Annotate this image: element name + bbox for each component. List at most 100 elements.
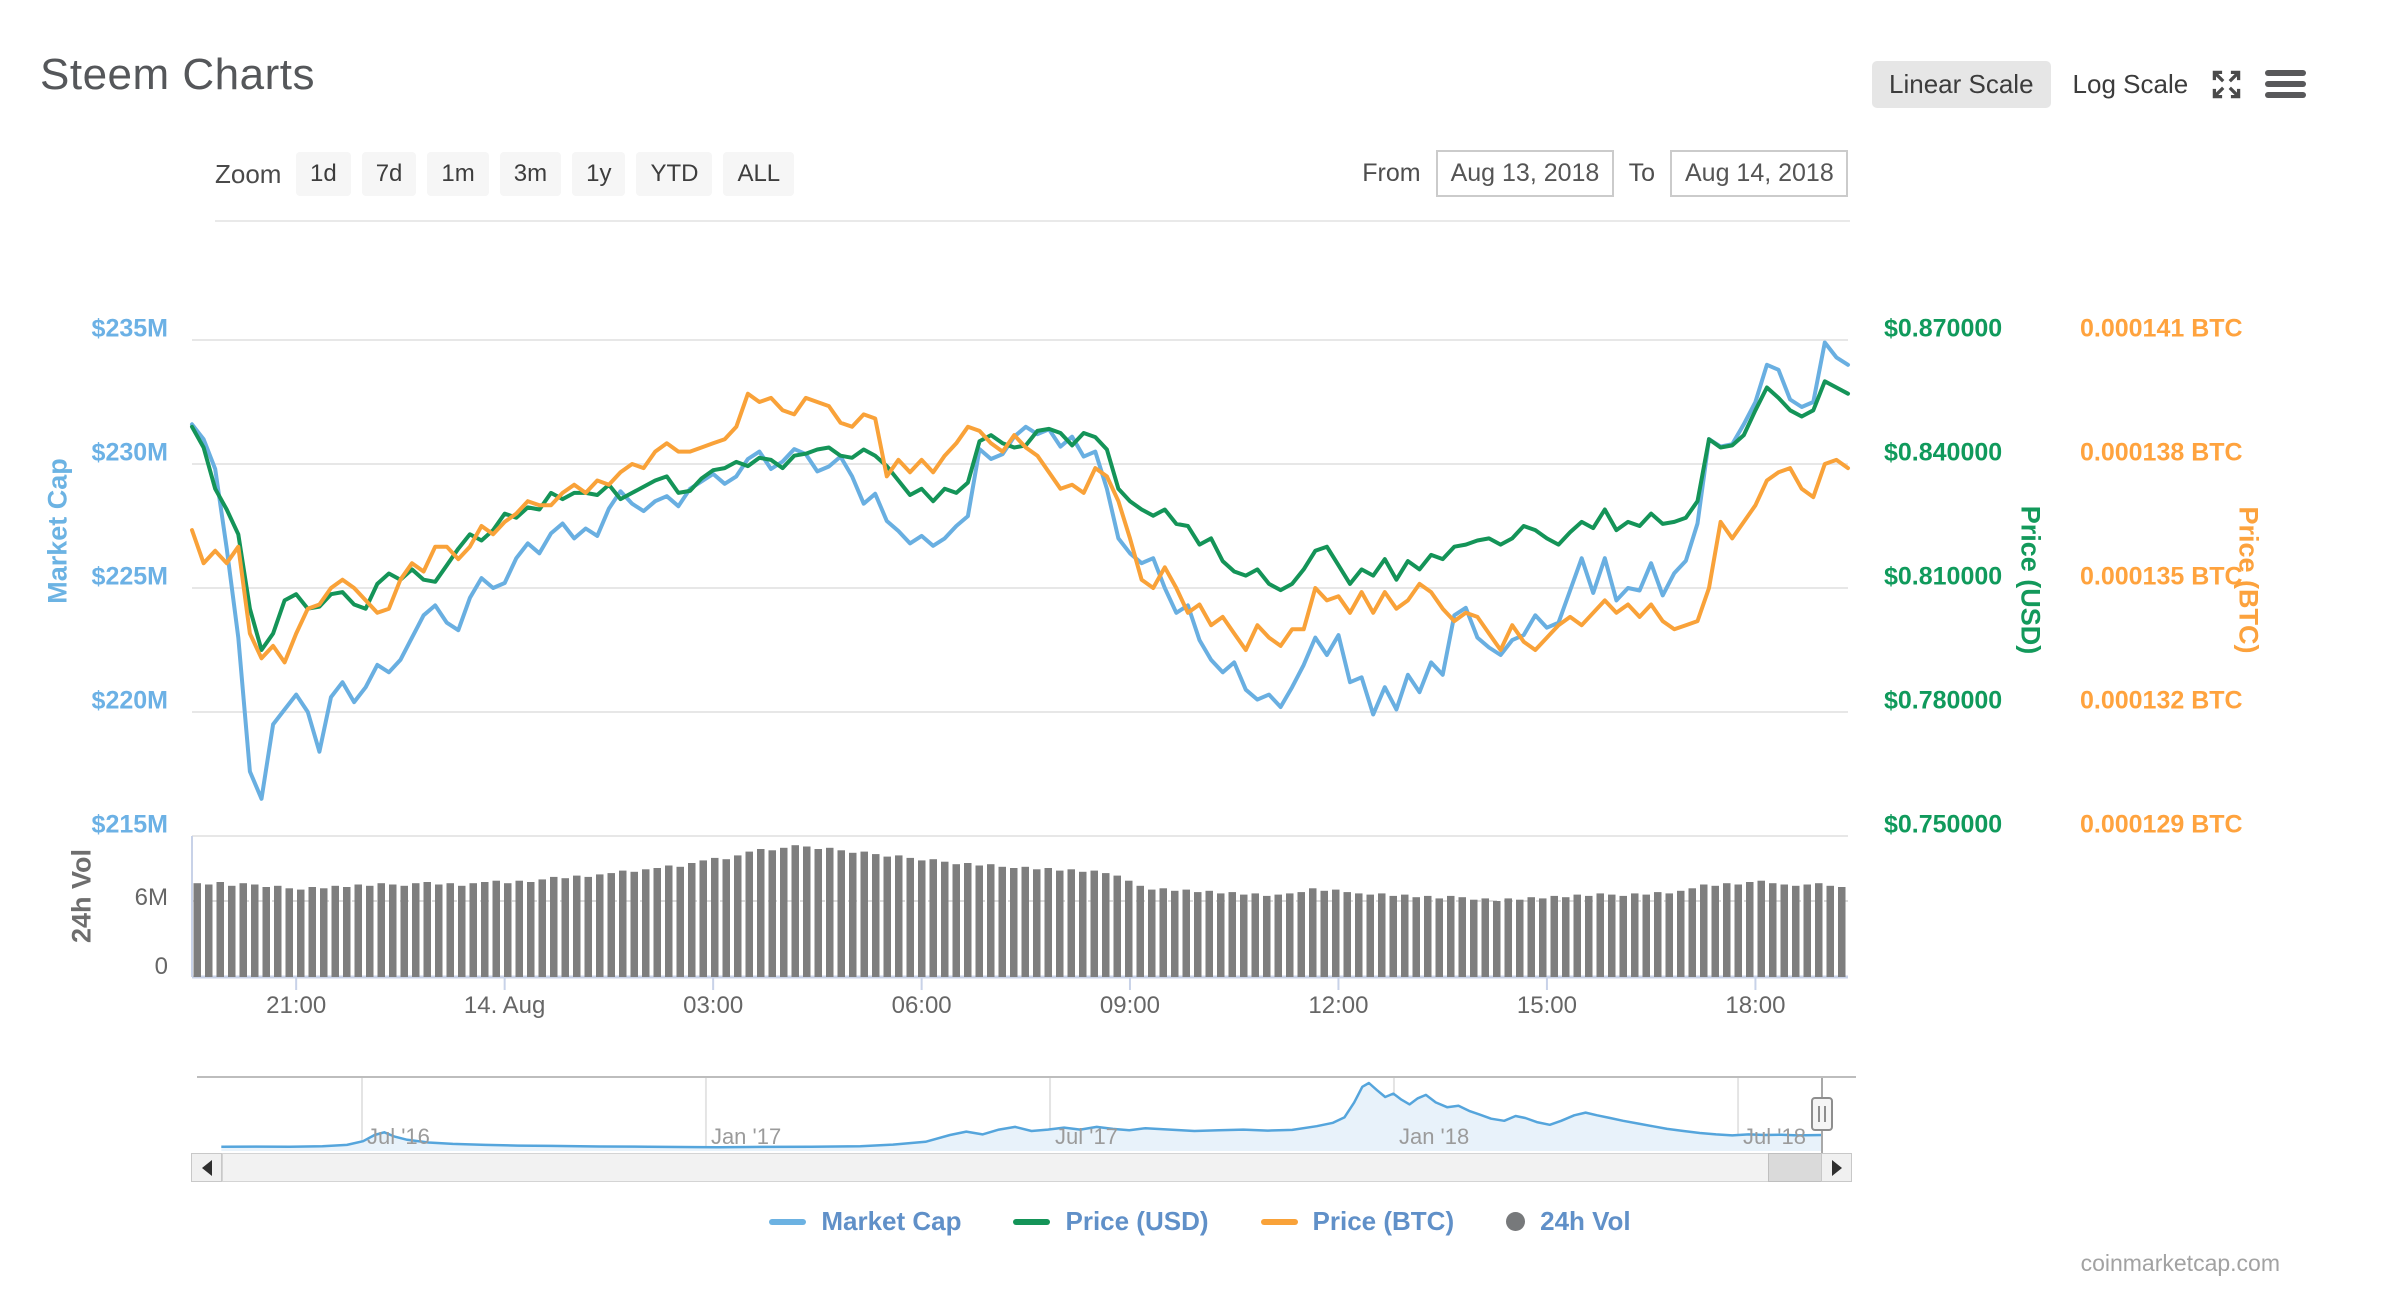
volume-bar[interactable] (1194, 892, 1202, 977)
volume-bar[interactable] (1516, 899, 1524, 977)
volume-bar[interactable] (607, 873, 616, 977)
volume-bar[interactable] (803, 846, 811, 978)
volume-bar[interactable] (1044, 868, 1053, 977)
volume-bar[interactable] (1447, 895, 1455, 977)
volume-bar[interactable] (527, 882, 535, 977)
zoom-3m-button[interactable]: 3m (499, 152, 562, 196)
volume-bar[interactable] (1688, 888, 1697, 977)
market-cap-line[interactable] (190, 340, 1850, 801)
volume-bar[interactable] (389, 884, 397, 978)
volume-bar[interactable] (711, 857, 719, 977)
volume-bar[interactable] (1102, 873, 1110, 977)
volume-bar[interactable] (400, 885, 409, 977)
volume-bar[interactable] (1079, 871, 1087, 977)
volume-bar[interactable] (1769, 883, 1777, 977)
volume-bar[interactable] (619, 870, 627, 977)
volume-bar[interactable] (987, 864, 995, 977)
volume-bar[interactable] (757, 849, 765, 977)
volume-bar[interactable] (1585, 895, 1593, 977)
volume-bar[interactable] (1838, 887, 1846, 977)
volume-bar[interactable] (826, 847, 834, 977)
volume-bar[interactable] (1182, 889, 1191, 977)
volume-bar[interactable] (1355, 893, 1363, 977)
volume-bar[interactable] (492, 880, 501, 977)
volume-bar[interactable] (1734, 884, 1743, 978)
volume-bar[interactable] (642, 869, 650, 977)
volume-bar[interactable] (1815, 883, 1823, 977)
navigator-handle[interactable] (1811, 1097, 1833, 1131)
volume-bar[interactable] (1596, 893, 1605, 977)
volume-bar[interactable] (1056, 870, 1064, 977)
scrollbar-left-button[interactable] (191, 1153, 222, 1182)
volume-bar[interactable] (596, 874, 604, 977)
volume-bar[interactable] (446, 883, 455, 977)
volume-bar[interactable] (1113, 875, 1122, 977)
volume-bar[interactable] (1458, 897, 1467, 977)
legend-item-market-cap[interactable]: Market Cap (769, 1206, 961, 1237)
volume-bar[interactable] (331, 885, 340, 977)
volume-bar[interactable] (1573, 894, 1582, 977)
volume-bar[interactable] (791, 845, 800, 977)
volume-bar[interactable] (573, 875, 581, 977)
volume-bar[interactable] (1286, 893, 1294, 977)
price-btc--line[interactable] (190, 391, 1850, 665)
volume-bar[interactable] (561, 878, 570, 977)
volume-bar[interactable] (216, 882, 225, 977)
volume-bar[interactable] (1125, 880, 1133, 977)
volume-bar[interactable] (285, 888, 294, 977)
volume-bar[interactable] (653, 868, 662, 977)
volume-bar[interactable] (515, 880, 524, 977)
volume-bar[interactable] (1562, 897, 1570, 977)
volume-bar[interactable] (906, 857, 915, 977)
volume-bar[interactable] (193, 883, 202, 977)
zoom-ytd-button[interactable]: YTD (636, 152, 713, 196)
volume-bar[interactable] (665, 865, 673, 978)
volume-bar[interactable] (941, 861, 949, 977)
volume-bar[interactable] (1148, 889, 1156, 977)
volume-bar[interactable] (1067, 869, 1076, 977)
volume-bar[interactable] (630, 871, 639, 977)
volume-bar[interactable] (1700, 884, 1708, 978)
zoom-1y-button[interactable]: 1y (572, 152, 626, 196)
volume-bar[interactable] (849, 852, 857, 977)
volume-bar[interactable] (262, 887, 271, 977)
volume-bar[interactable] (1481, 898, 1490, 977)
volume-bar[interactable] (1677, 890, 1685, 977)
menu-icon[interactable] (2265, 70, 2307, 98)
volume-bar[interactable] (1240, 894, 1248, 977)
navigator-area[interactable] (221, 1083, 1822, 1151)
volume-bar[interactable] (239, 883, 248, 977)
price-usd--line[interactable] (190, 379, 1850, 652)
scrollbar-track[interactable] (222, 1153, 1822, 1182)
volume-bar[interactable] (354, 884, 363, 978)
volume-bar[interactable] (297, 889, 305, 977)
volume-bars[interactable] (193, 845, 1846, 978)
volume-bar[interactable] (1320, 890, 1329, 977)
volume-bar[interactable] (1470, 899, 1478, 977)
volume-bar[interactable] (918, 860, 926, 977)
legend-item-24h-vol[interactable]: 24h Vol (1506, 1206, 1631, 1237)
volume-bar[interactable] (1217, 893, 1225, 977)
volume-bar[interactable] (1493, 901, 1501, 977)
volume-bar[interactable] (1366, 894, 1375, 977)
volume-bar[interactable] (469, 883, 478, 977)
volume-bar[interactable] (251, 884, 259, 978)
volume-bar[interactable] (1159, 888, 1168, 977)
volume-bar[interactable] (538, 879, 547, 977)
volume-bar[interactable] (952, 864, 961, 977)
volume-bar[interactable] (584, 876, 593, 977)
volume-bar[interactable] (1251, 893, 1260, 977)
volume-bar[interactable] (780, 847, 788, 977)
linear-scale-button[interactable]: Linear Scale (1872, 60, 2051, 108)
volume-bar[interactable] (1021, 866, 1030, 977)
volume-bar[interactable] (228, 885, 236, 977)
volume-bar[interactable] (699, 860, 708, 977)
volume-bar[interactable] (1424, 895, 1432, 977)
volume-bar[interactable] (1309, 888, 1317, 977)
zoom-all-button[interactable]: ALL (723, 152, 795, 196)
volume-bar[interactable] (1263, 895, 1271, 977)
from-date-input[interactable]: Aug 13, 2018 (1435, 150, 1614, 197)
volume-bar[interactable] (1803, 884, 1812, 978)
volume-bar[interactable] (1757, 880, 1766, 977)
legend-item-price-usd[interactable]: Price (USD) (1013, 1206, 1209, 1237)
